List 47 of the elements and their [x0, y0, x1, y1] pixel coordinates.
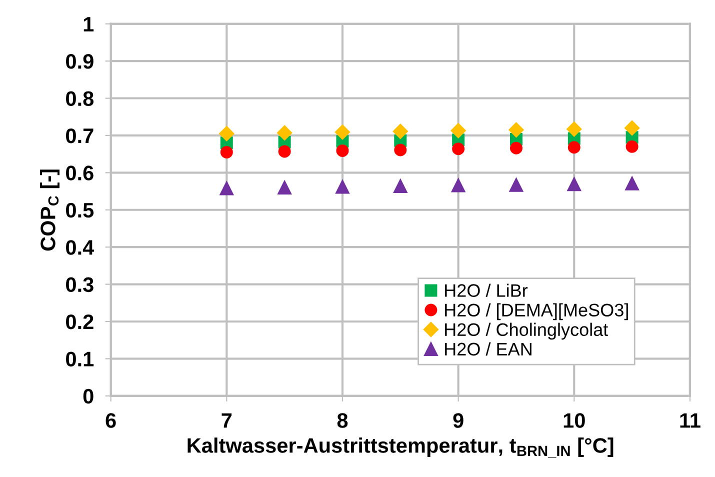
x-tick-label: 11 [680, 413, 700, 428]
x-tick-label: 7 [222, 413, 232, 428]
point [624, 120, 640, 136]
x-tick-label: 9 [453, 413, 464, 428]
point [394, 144, 407, 156]
x-axis-title: Kaltwasser-Austrittstemperatur, t$_{BRN_IN}$ [°C] [188, 438, 614, 458]
point [568, 141, 580, 154]
legend-label: H2O / EAN [445, 342, 532, 356]
point [567, 177, 582, 192]
point [508, 122, 524, 138]
point [219, 126, 234, 142]
point [450, 123, 466, 138]
y-tick-label: 0.6 [66, 166, 94, 180]
y-tick-label: 0.2 [66, 314, 94, 330]
y-tick-label: 0.5 [66, 202, 94, 218]
y-tick-label: 0.4 [66, 240, 94, 255]
y-tick-label: 0.7 [66, 128, 94, 144]
x-tick-label: 10 [564, 413, 585, 428]
point [278, 180, 292, 194]
point [566, 122, 582, 137]
y-tick-label: 1 [84, 17, 94, 32]
x-tick-label: 8 [337, 413, 348, 428]
y-axis-title: COP$_{C}$ [-] [40, 170, 60, 251]
point [451, 178, 466, 192]
point [626, 140, 638, 153]
y-tick-label: 0 [83, 388, 94, 404]
point [278, 145, 291, 158]
point [220, 181, 234, 196]
point [336, 144, 349, 157]
y-tick-label: 0.1 [66, 352, 94, 366]
point [509, 178, 524, 192]
legend-label: H2O / Cholinglycolat [445, 322, 608, 340]
y-tick-label: 0.8 [66, 91, 94, 106]
point [393, 179, 408, 194]
point [277, 125, 292, 140]
point [625, 176, 640, 190]
point [510, 142, 522, 154]
point [336, 180, 350, 194]
y-tick-label: 0.3 [66, 277, 94, 292]
y-tick-label: 0.9 [66, 54, 94, 69]
point [334, 124, 350, 140]
point [452, 142, 465, 156]
legend-label: H2O / [DEMA][MeSO3] [445, 303, 628, 320]
point [392, 124, 408, 139]
x-tick-label: 6 [106, 413, 116, 428]
point [220, 146, 233, 158]
legend-label: H2O / LiBr [445, 284, 528, 297]
